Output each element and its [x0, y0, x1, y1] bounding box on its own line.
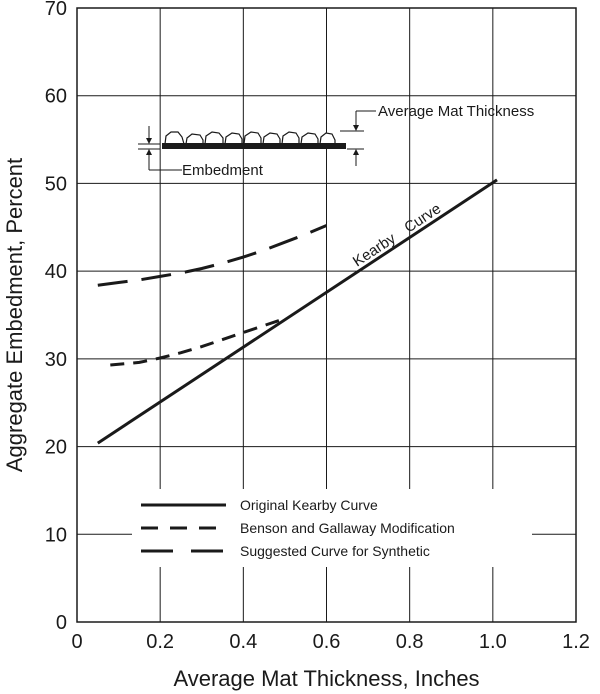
y-tick-label: 70 — [45, 0, 67, 20]
x-tick-label: 0.2 — [146, 631, 174, 653]
aggregate-stones — [164, 131, 336, 145]
y-tick-label: 20 — [45, 437, 67, 459]
series-line-2 — [110, 317, 286, 367]
legend-label-1: Original Kearby Curve — [240, 497, 378, 513]
mat-thickness-label: Average Mat Thickness — [378, 103, 534, 120]
x-tick-label: 0.4 — [229, 631, 257, 653]
x-tick-label: 1.0 — [479, 631, 507, 653]
plot-frame — [76, 7, 577, 623]
embedment-label: Embedment — [182, 162, 264, 179]
legend-label-3: Suggested Curve for Synthetic — [240, 543, 430, 559]
legend: Original Kearby Curve Benson and Gallaway… — [141, 497, 455, 559]
embedment-arrow-down-icon — [146, 149, 152, 155]
legend-label-2: Benson and Gallaway Modification — [240, 520, 455, 536]
y-tick-label: 40 — [45, 261, 67, 283]
mat-arrow-up-icon — [353, 149, 359, 155]
embedment-arrow-up-icon — [146, 138, 152, 144]
legend-background — [132, 489, 532, 567]
mat-arrow-down-icon — [353, 125, 359, 131]
series-group — [96, 178, 498, 445]
y-tick-label: 60 — [45, 86, 67, 108]
y-tick-label: 0 — [56, 612, 67, 634]
y-tick-labels: 0 10 20 30 40 50 60 70 — [45, 0, 67, 634]
x-tick-labels: 0 0.2 0.4 0.6 0.8 1.0 1.2 — [71, 631, 589, 653]
series-line-1 — [96, 178, 498, 445]
x-tick-label: 1.2 — [562, 631, 590, 653]
y-tick-label: 10 — [45, 524, 67, 546]
y-tick-label: 30 — [45, 349, 67, 371]
series-line-3 — [97, 224, 328, 287]
kearby-curve-label: Kearby Curve — [350, 200, 444, 270]
mat-base — [162, 143, 346, 149]
mat-thickness-inset: Embedment Average Mat Thickness — [138, 103, 534, 179]
x-tick-label: 0.8 — [396, 631, 424, 653]
x-tick-label: 0 — [71, 631, 82, 653]
x-tick-label: 0.6 — [313, 631, 341, 653]
x-axis-label: Average Mat Thickness, Inches — [173, 666, 479, 691]
y-axis-label: Aggregate Embedment, Percent — [2, 158, 27, 472]
y-tick-label: 50 — [45, 173, 67, 195]
